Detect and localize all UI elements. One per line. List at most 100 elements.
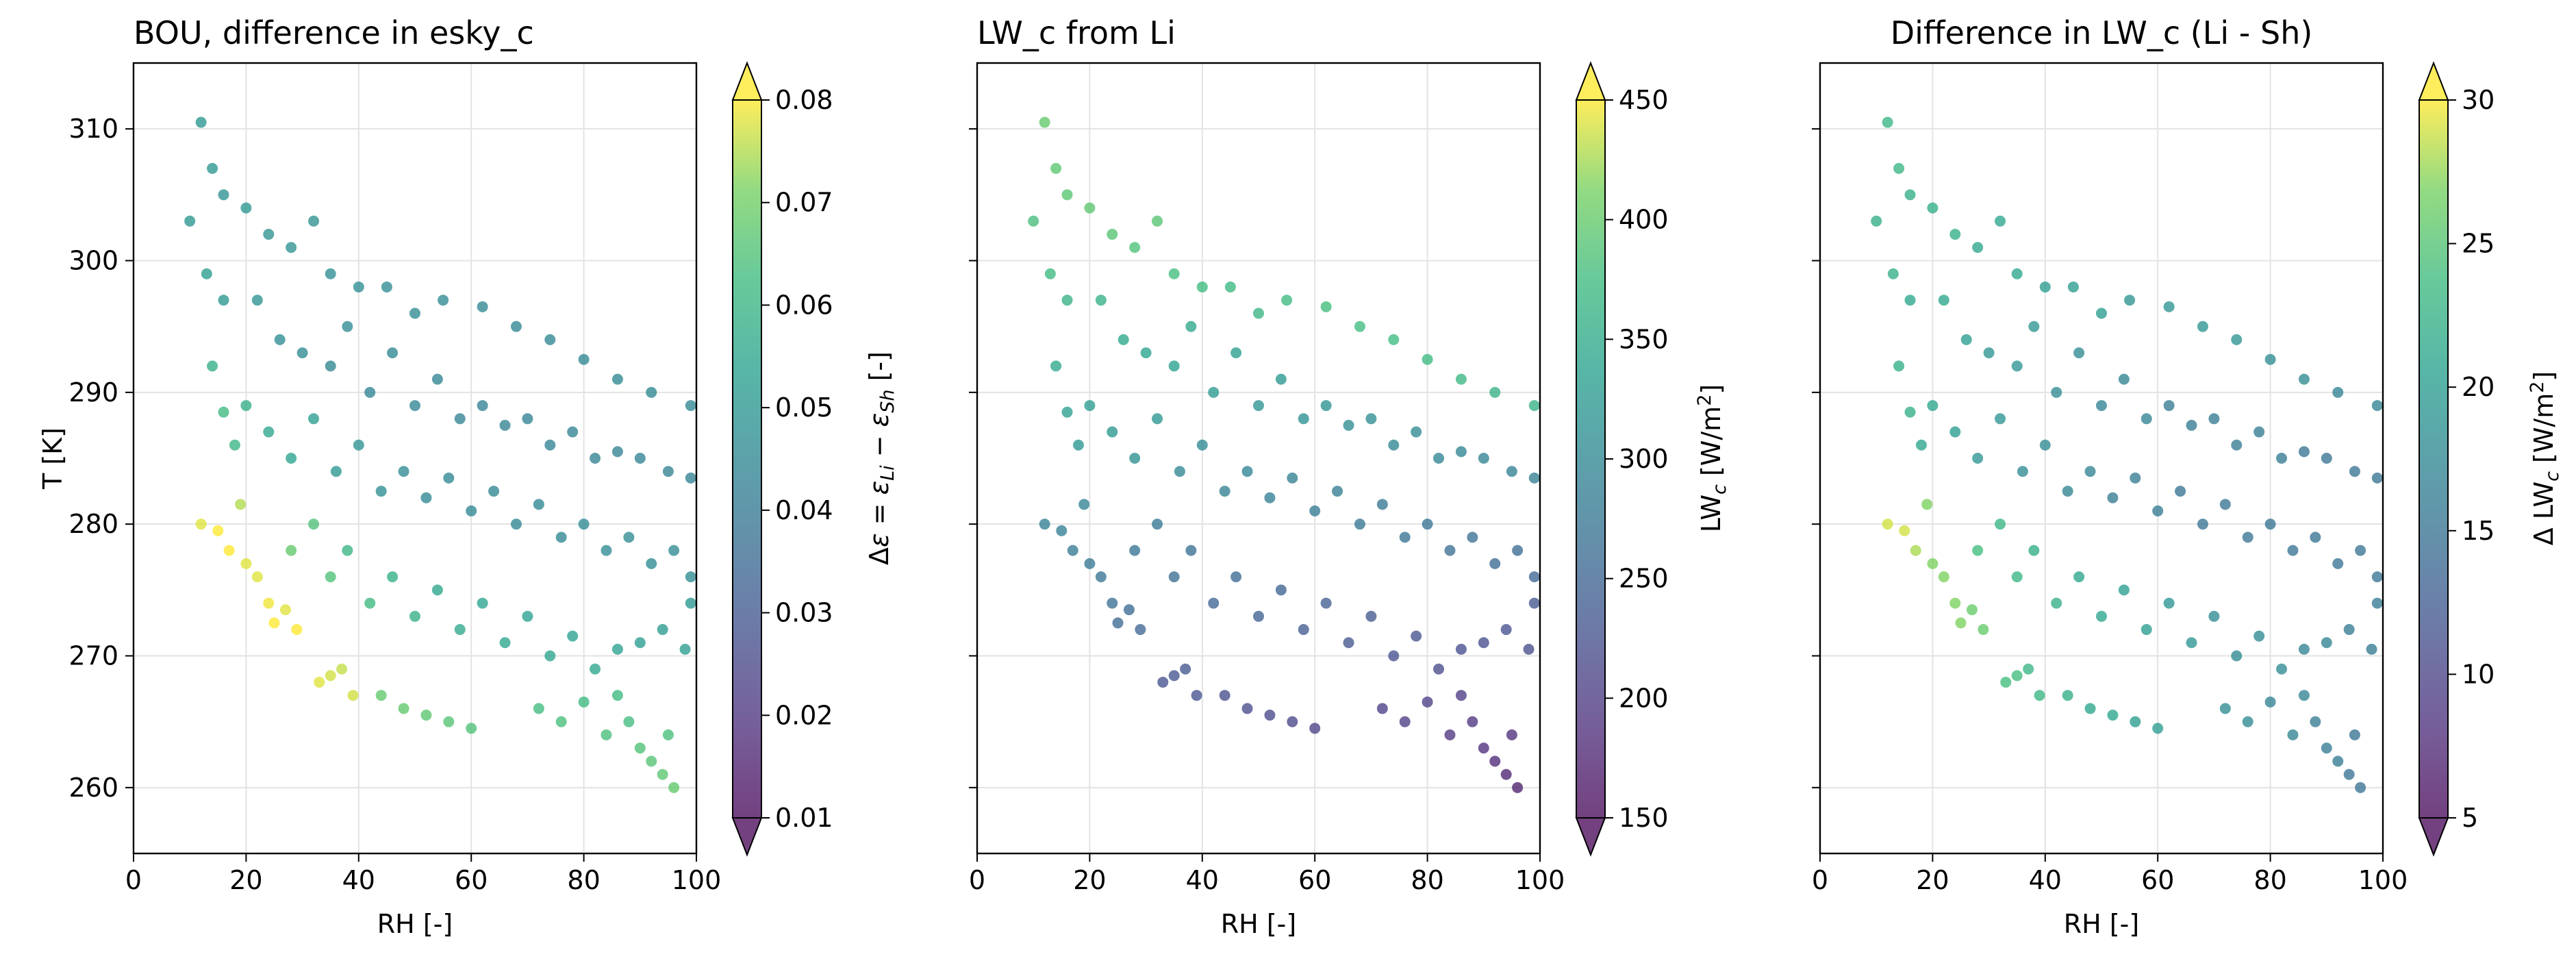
colorbar-gradient bbox=[733, 100, 761, 818]
scatter-point bbox=[1955, 617, 1967, 629]
x-tick-label: 0 bbox=[125, 865, 142, 895]
scatter-point bbox=[398, 466, 409, 477]
scatter-point bbox=[2118, 584, 2130, 596]
plot-area bbox=[977, 63, 1540, 853]
colorbar-tick-label: 200 bbox=[1619, 683, 1669, 713]
scatter-point bbox=[1343, 419, 1354, 431]
scatter-point bbox=[590, 663, 601, 675]
colorbar-tick-label: 300 bbox=[1619, 444, 1669, 474]
scatter-point bbox=[364, 597, 376, 609]
scatter-point bbox=[1354, 321, 1365, 332]
scatter-point bbox=[1135, 624, 1146, 636]
colorbar-tick-label: 15 bbox=[2462, 516, 2495, 546]
scatter-point bbox=[1084, 400, 1096, 412]
scatter-point bbox=[218, 189, 229, 201]
colorbar: 5 10 15 20 25 30 Δ LWc [W/m2] bbox=[2418, 61, 2563, 857]
scatter-point bbox=[1056, 525, 1068, 536]
scatter-point bbox=[342, 321, 353, 332]
scatter-point bbox=[1927, 558, 1939, 569]
x-axis: 0 20 40 60 80 100 bbox=[969, 853, 1565, 895]
x-tick-label: 100 bbox=[1515, 865, 1565, 895]
colorbar: 150 200 250 300 350 400 450 LWc [W/m2] bbox=[1575, 61, 1730, 857]
colorbar-gradient bbox=[1576, 100, 1605, 818]
scatter-point bbox=[2163, 400, 2175, 412]
x-axis: 0 20 40 60 80 100 bbox=[125, 853, 721, 895]
scatter-point bbox=[2107, 492, 2119, 503]
scatter-points bbox=[1028, 116, 1540, 793]
scatter-point bbox=[2084, 703, 2096, 714]
scatter-point bbox=[2175, 486, 2186, 497]
x-tick-label: 80 bbox=[2253, 865, 2286, 895]
scatter-point bbox=[1512, 545, 1524, 556]
scatter-point bbox=[578, 696, 590, 708]
scatter-point bbox=[296, 347, 308, 359]
scatter-point bbox=[1455, 446, 1467, 458]
scatter-point bbox=[555, 532, 567, 543]
scatter-point bbox=[1489, 558, 1501, 569]
scatter-point bbox=[1168, 670, 1180, 682]
scatter-point bbox=[1208, 597, 1220, 609]
scatter-points bbox=[184, 116, 696, 793]
scatter-point bbox=[325, 360, 336, 372]
scatter-point bbox=[1478, 742, 1489, 754]
scatter-point bbox=[1927, 202, 1939, 214]
scatter-point bbox=[2067, 281, 2079, 292]
scatter-point bbox=[578, 519, 590, 530]
scatter-point bbox=[634, 637, 646, 649]
scatter-point bbox=[1528, 571, 1540, 583]
scatter-point bbox=[2332, 386, 2344, 398]
scatter-point bbox=[2276, 453, 2288, 464]
scatter-point bbox=[2163, 597, 2175, 609]
axes-frame bbox=[132, 62, 698, 855]
scatter-point bbox=[1343, 637, 1354, 649]
scatter-point bbox=[1298, 413, 1309, 425]
scatter-point bbox=[207, 162, 218, 174]
scatter-point bbox=[2208, 610, 2220, 622]
colorbar-tick-label: 0.02 bbox=[775, 700, 833, 730]
scatter-point bbox=[634, 742, 646, 754]
scatter-point bbox=[1972, 453, 1984, 464]
scatter-point bbox=[2264, 353, 2276, 365]
scatter-point bbox=[1995, 519, 2006, 530]
scatter-point bbox=[1500, 624, 1512, 636]
scatter-point bbox=[1061, 406, 1073, 418]
scatter-point bbox=[1904, 189, 1916, 201]
scatter-point bbox=[2355, 782, 2366, 793]
colorbar-frame bbox=[732, 99, 762, 819]
x-tick-label: 0 bbox=[969, 865, 985, 895]
scatter-point bbox=[1871, 215, 1882, 227]
scatter-point bbox=[1506, 729, 1517, 740]
scatter-point bbox=[2371, 472, 2383, 484]
scatter-point bbox=[420, 492, 432, 503]
scatter-point bbox=[2107, 710, 2119, 721]
scatter-point bbox=[2264, 696, 2276, 708]
scatter-point bbox=[1174, 466, 1185, 477]
scatter-point bbox=[2141, 624, 2152, 636]
scatter-point bbox=[1921, 499, 1933, 510]
scatter-point bbox=[1219, 690, 1230, 701]
colorbar-tick-label: 5 bbox=[2462, 803, 2478, 833]
scatter-point bbox=[1067, 545, 1078, 556]
scatter-point bbox=[611, 446, 623, 458]
scatter-point bbox=[325, 670, 336, 682]
x-axis: 0 20 40 60 80 100 bbox=[1812, 853, 2408, 895]
x-tick-label: 40 bbox=[342, 865, 375, 895]
x-tick-label: 0 bbox=[1812, 865, 1828, 895]
colorbar-tick-label: 0.07 bbox=[775, 188, 833, 218]
scatter-point bbox=[2231, 334, 2243, 345]
scatter-point bbox=[1107, 229, 1118, 240]
scatter-point bbox=[1489, 756, 1501, 767]
colorbar-tick-label: 20 bbox=[2462, 372, 2495, 402]
scatter-point bbox=[279, 604, 291, 616]
scatter-point bbox=[1388, 439, 1400, 451]
scatter-point bbox=[1264, 492, 1276, 503]
scatter-point bbox=[1107, 426, 1118, 438]
scatter-point bbox=[611, 690, 623, 701]
y-tick-label: 290 bbox=[68, 377, 118, 408]
x-tick-label: 100 bbox=[672, 865, 722, 895]
scatter-point bbox=[1354, 519, 1365, 530]
scatter-point bbox=[679, 643, 691, 655]
scatter-point bbox=[555, 716, 567, 727]
scatter-point bbox=[291, 624, 303, 636]
scatter-point bbox=[263, 597, 275, 609]
